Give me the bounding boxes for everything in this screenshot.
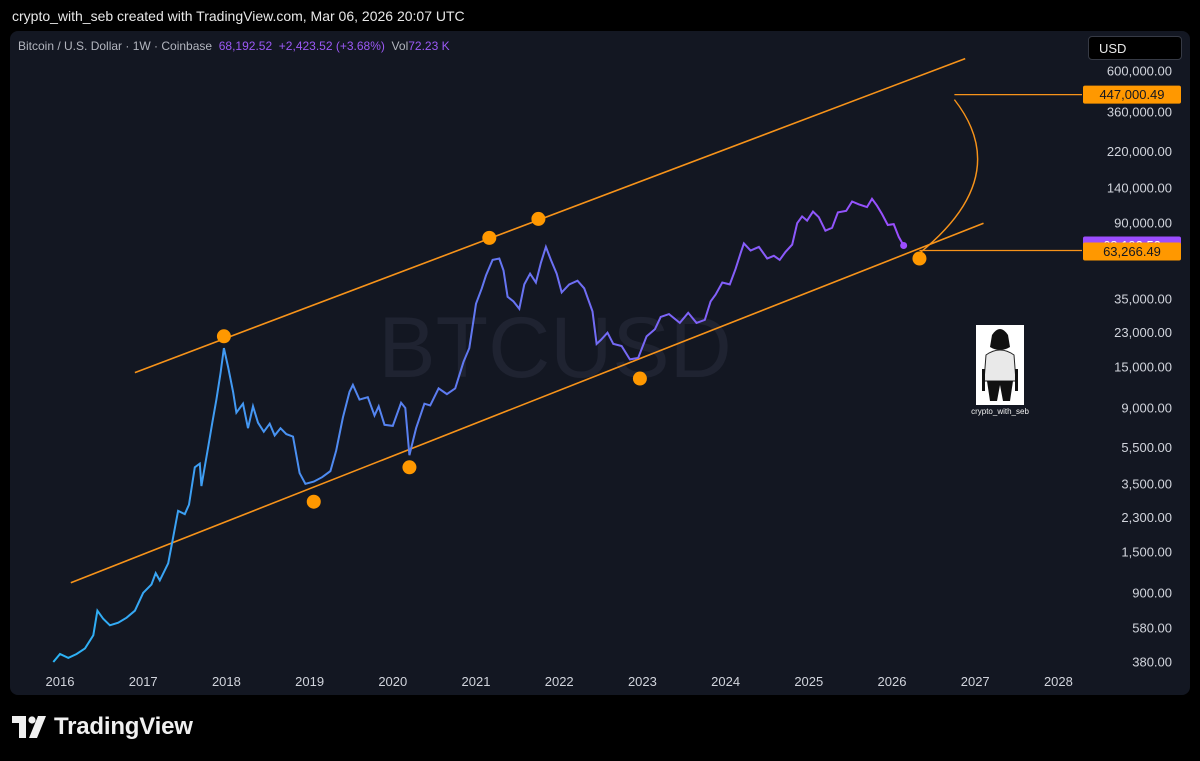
legend-change: +2,423.52 (+3.68%) xyxy=(278,39,385,53)
y-axis-tick-label: 900.00 xyxy=(1132,585,1172,600)
price-label-box xyxy=(1083,242,1181,261)
x-axis-tick-label: 2025 xyxy=(794,674,823,689)
price-label-text: 447,000.49 xyxy=(1099,87,1164,102)
x-axis-tick-label: 2018 xyxy=(212,674,241,689)
currency-button[interactable]: USD xyxy=(1088,36,1182,60)
channel-upper-line[interactable] xyxy=(134,57,966,374)
legend-vol-value: 72.23 K xyxy=(408,39,450,53)
y-axis-tick-label: 5,500.00 xyxy=(1121,440,1172,455)
y-axis-tick-label: 600,000.00 xyxy=(1107,64,1172,79)
x-axis-tick-label: 2016 xyxy=(46,674,75,689)
x-axis-tick-label: 2017 xyxy=(129,674,158,689)
channel-lower-line[interactable] xyxy=(70,222,984,584)
top-bar: crypto_with_seb created with TradingView… xyxy=(0,0,1200,32)
channel-touch-point[interactable] xyxy=(402,460,417,475)
price-label-text: 63,266.49 xyxy=(1103,244,1161,259)
x-axis-tick-label: 2027 xyxy=(961,674,990,689)
channel-touch-point[interactable] xyxy=(632,371,647,386)
x-axis-tick-label: 2019 xyxy=(295,674,324,689)
tradingview-logo[interactable]: TradingView xyxy=(12,713,193,740)
x-axis-tick-label: 2022 xyxy=(545,674,574,689)
price-chart[interactable]: BTCUSD 447,000.49 68,192.52 63,266.49 2016… xyxy=(10,31,1190,695)
x-axis-tick-label: 2020 xyxy=(378,674,407,689)
tradingview-wordmark: TradingView xyxy=(54,713,193,740)
avatar-caption: crypto_with_seb xyxy=(971,407,1029,416)
channel-touch-point[interactable] xyxy=(482,230,497,245)
channel-touch-point[interactable] xyxy=(531,211,546,226)
y-axis-tick-label: 9,000.00 xyxy=(1121,401,1172,416)
y-axis-tick-label: 3,500.00 xyxy=(1121,476,1172,491)
y-axis-tick-label: 1,500.00 xyxy=(1121,544,1172,559)
legend-price: 68,192.52 xyxy=(218,39,273,53)
channel-touch-point[interactable] xyxy=(912,251,927,266)
y-axis-tick-label: 35,000.00 xyxy=(1114,292,1172,307)
chart-legend: Bitcoin / U.S. Dollar · 1W · Coinbase 68… xyxy=(18,39,450,53)
y-axis-tick-label: 2,300.00 xyxy=(1121,510,1172,525)
y-axis-tick-label: 90,000.00 xyxy=(1114,216,1172,231)
x-axis-tick-label: 2023 xyxy=(628,674,657,689)
last-price-dot xyxy=(900,242,908,250)
y-axis-tick-label: 15,000.00 xyxy=(1114,360,1172,375)
credit-text: crypto_with_seb created with TradingView… xyxy=(12,8,465,24)
projection-arc[interactable] xyxy=(919,99,979,254)
x-axis-tick-label: 2028 xyxy=(1044,674,1073,689)
x-axis-tick-label: 2026 xyxy=(878,674,907,689)
channel-touch-point[interactable] xyxy=(216,329,231,344)
price-label-box xyxy=(1083,85,1181,104)
chart-panel[interactable]: BTCUSD 447,000.49 68,192.52 63,266.49 2016… xyxy=(10,31,1190,695)
footer: TradingView xyxy=(0,695,1200,761)
legend-symbol[interactable]: Bitcoin / U.S. Dollar · 1W · Coinbase xyxy=(18,39,213,53)
y-axis-tick-label: 380.00 xyxy=(1132,655,1172,670)
x-axis-tick-label: 2024 xyxy=(711,674,740,689)
symbol-watermark: BTCUSD xyxy=(378,300,732,396)
y-axis-tick-label: 140,000.00 xyxy=(1107,180,1172,195)
avatar-icon xyxy=(976,325,1024,405)
tradingview-icon xyxy=(12,716,46,738)
y-axis-tick-label: 23,000.00 xyxy=(1114,325,1172,340)
channel-touch-point[interactable] xyxy=(306,494,321,509)
price-series-line xyxy=(52,196,905,663)
y-axis-tick-label: 580.00 xyxy=(1132,621,1172,636)
x-axis-tick-label: 2021 xyxy=(462,674,491,689)
y-axis-tick-label: 220,000.00 xyxy=(1107,144,1172,159)
legend-vol-label: Vol xyxy=(391,39,409,53)
y-axis-tick-label: 360,000.00 xyxy=(1107,104,1172,119)
